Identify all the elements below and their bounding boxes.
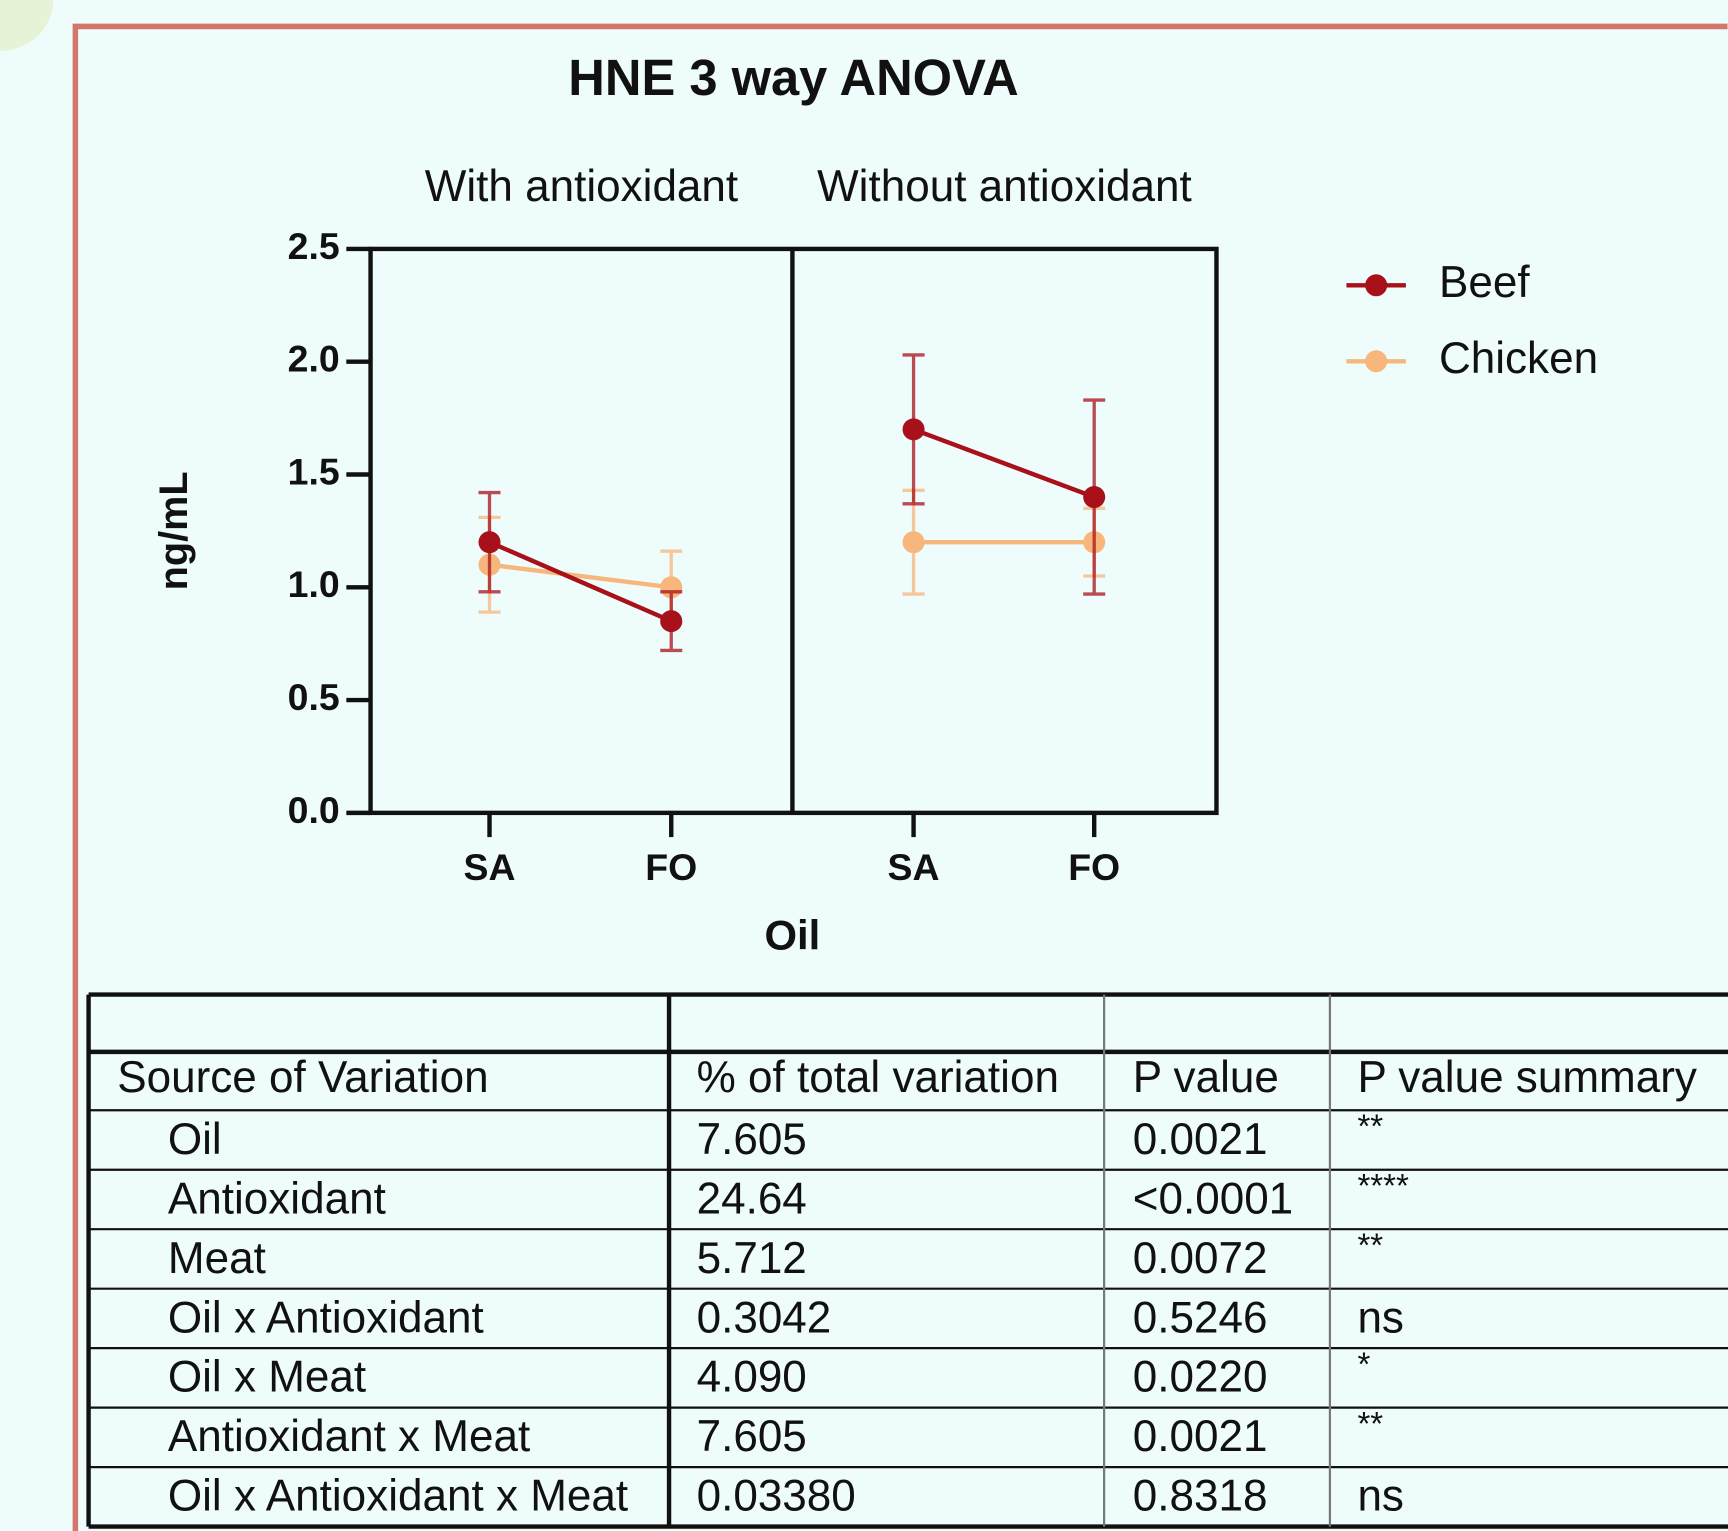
data-point	[1083, 486, 1106, 509]
table-cell: Oil x Antioxidant	[168, 1293, 484, 1342]
table-cell: 7.605	[697, 1412, 807, 1461]
table-cell: 4.090	[697, 1353, 807, 1402]
table-cell: 0.8318	[1133, 1472, 1268, 1521]
y-axis-label: ng/mL	[152, 471, 196, 590]
chart-title: HNE 3 way ANOVA	[568, 49, 1018, 106]
plot: With antioxidant Without antioxidant 0.0 0.…	[288, 162, 1598, 888]
table-cell: **	[1357, 1228, 1383, 1265]
x-tick-label: SA	[888, 846, 940, 888]
table-cell: 7.605	[697, 1115, 807, 1164]
y-tick-label: 2.5	[288, 225, 340, 267]
legend-marker	[1365, 274, 1388, 297]
legend-marker	[1365, 350, 1388, 373]
table-cell: 0.0021	[1133, 1412, 1268, 1461]
table-cell: Oil x Antioxidant x Meat	[168, 1472, 628, 1521]
table-cell: ns	[1357, 1293, 1404, 1342]
y-tick-label: 1.0	[288, 563, 340, 605]
table-cell: 5.712	[697, 1234, 807, 1283]
table-cell: 0.3042	[697, 1293, 832, 1342]
table-cell: Antioxidant x Meat	[168, 1412, 530, 1461]
table-cell: <0.0001	[1133, 1174, 1293, 1223]
table-cell: Oil x Meat	[168, 1353, 366, 1402]
data-point	[660, 610, 683, 633]
x-axis-label: Oil	[765, 911, 821, 958]
y-tick-label: 0.5	[288, 676, 340, 718]
series-line	[489, 562, 672, 590]
column-header: % of total variation	[697, 1053, 1059, 1102]
table-cell: **	[1357, 1406, 1383, 1443]
column-header: P value summary	[1357, 1053, 1696, 1102]
table-cell: Antioxidant	[168, 1174, 386, 1223]
x-tick-label: FO	[645, 846, 697, 888]
legend-label: Chicken	[1439, 334, 1598, 383]
series-line	[912, 427, 1095, 500]
y-tick-label: 0.0	[288, 789, 340, 831]
table-cell: 0.0021	[1133, 1115, 1268, 1164]
legend-label: Beef	[1439, 258, 1530, 307]
frame	[72, 23, 1728, 1531]
table-cell: ****	[1357, 1168, 1409, 1205]
table-cell: ns	[1357, 1472, 1404, 1521]
data-point	[902, 531, 925, 554]
table-cell: 0.0072	[1133, 1234, 1268, 1283]
column-header: Source of Variation	[117, 1053, 488, 1102]
panel-title: With antioxidant	[425, 162, 738, 211]
corner-decoration	[0, 0, 54, 51]
table-cell: 0.0220	[1133, 1353, 1268, 1402]
data-point	[902, 418, 925, 441]
table-cell: Oil	[168, 1115, 222, 1164]
panel-title: Without antioxidant	[817, 162, 1192, 211]
table-cell: **	[1357, 1109, 1383, 1146]
column-header: P value	[1133, 1053, 1279, 1102]
table-cell: *	[1357, 1347, 1370, 1384]
y-tick-label: 1.5	[288, 450, 340, 492]
table-cell: 0.03380	[697, 1472, 856, 1521]
table: Source of Variation % of total variation P…	[86, 992, 1728, 1529]
y-tick-label: 2.0	[288, 338, 340, 380]
table-cell: 0.5246	[1133, 1293, 1268, 1342]
series-line	[488, 540, 673, 624]
x-tick-label: FO	[1068, 846, 1120, 888]
x-tick-label: SA	[464, 846, 516, 888]
table-cell: Meat	[168, 1234, 266, 1283]
table-cell: 24.64	[697, 1174, 807, 1223]
data-point	[478, 531, 501, 554]
